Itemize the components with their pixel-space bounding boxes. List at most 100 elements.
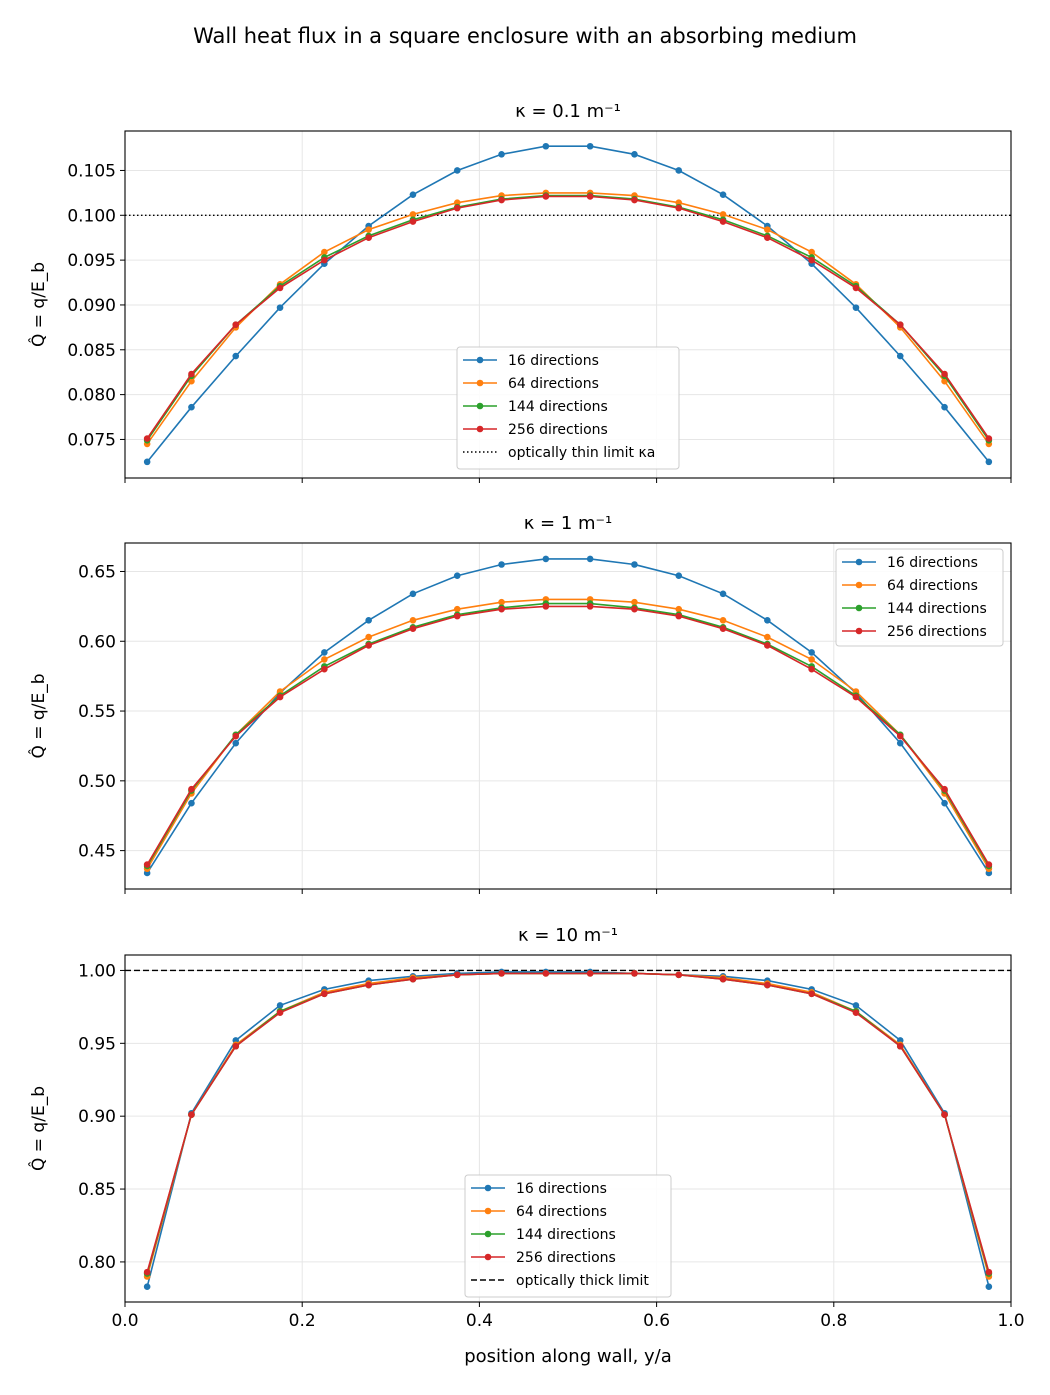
y-tick-label: 0.90 bbox=[78, 1107, 116, 1127]
legend-marker bbox=[855, 604, 863, 612]
data-point bbox=[764, 633, 771, 641]
data-point bbox=[409, 191, 417, 198]
data-point bbox=[719, 975, 727, 983]
data-point bbox=[409, 975, 417, 983]
data-point bbox=[631, 561, 638, 568]
panel-2: 0.45 0.50 0.55 0.60 0.65 κ = 1 m⁻¹ Q̂ = q/E_b 1… bbox=[28, 513, 1012, 894]
legend-marker bbox=[484, 1207, 492, 1215]
x-tick-label: 0.6 bbox=[643, 1311, 670, 1331]
data-point bbox=[365, 234, 372, 242]
data-point bbox=[542, 193, 550, 200]
data-point bbox=[631, 598, 638, 606]
data-point bbox=[498, 605, 505, 613]
data-point bbox=[232, 352, 240, 360]
legend-marker bbox=[855, 627, 863, 635]
legend-label: 16 directions bbox=[887, 555, 978, 571]
data-point bbox=[276, 304, 284, 311]
data-point bbox=[232, 739, 240, 747]
legend-label: optically thick limit bbox=[516, 1273, 649, 1289]
series-line bbox=[146, 598, 990, 870]
series-line bbox=[146, 605, 990, 866]
data-point bbox=[453, 612, 461, 620]
legend-label: 64 directions bbox=[508, 376, 599, 392]
legend-label: 64 directions bbox=[516, 1204, 607, 1220]
data-point bbox=[985, 861, 993, 868]
data-point bbox=[719, 218, 727, 225]
data-point bbox=[852, 284, 860, 292]
data-point bbox=[143, 861, 151, 868]
panel-title: κ = 0.1 m⁻¹ bbox=[515, 101, 621, 122]
y-tick-label: 0.080 bbox=[67, 386, 116, 406]
data-point bbox=[808, 256, 815, 264]
data-point bbox=[276, 1009, 284, 1017]
data-point bbox=[675, 612, 683, 620]
y-tick-label: 0.45 bbox=[78, 842, 116, 862]
legend-label: 16 directions bbox=[516, 1181, 607, 1197]
legend-marker bbox=[855, 558, 863, 566]
data-point bbox=[188, 799, 195, 807]
legend-label: 256 directions bbox=[887, 624, 987, 640]
data-point bbox=[941, 799, 948, 807]
data-point bbox=[365, 981, 372, 989]
legend-marker bbox=[855, 581, 863, 589]
data-point bbox=[321, 990, 328, 998]
data-point bbox=[896, 732, 904, 740]
series-line bbox=[146, 145, 990, 463]
y-tick-label: 0.50 bbox=[78, 772, 116, 792]
data-point bbox=[719, 590, 727, 598]
data-point bbox=[808, 649, 815, 656]
data-point bbox=[896, 321, 904, 328]
data-point bbox=[542, 142, 550, 150]
data-point bbox=[764, 234, 771, 242]
data-point bbox=[188, 1111, 195, 1119]
legend-label: 144 directions bbox=[887, 601, 987, 617]
data-point bbox=[321, 649, 328, 656]
legend-label: 64 directions bbox=[887, 578, 978, 594]
panel-3: 0.0 0.2 0.4 0.6 0.8 1.0 0.80 0.85 0.90 0.95 1.00 κ … bbox=[28, 925, 1025, 1367]
data-point bbox=[143, 458, 151, 466]
panel-title: κ = 1 m⁻¹ bbox=[524, 513, 613, 534]
y-tick-label: 0.85 bbox=[78, 1180, 116, 1200]
y-axis-label: Q̂ = q/E_b bbox=[28, 262, 49, 347]
y-tick-label: 0.105 bbox=[67, 161, 116, 181]
legend: 16 directions 64 directions 144 directions… bbox=[456, 346, 680, 470]
data-point bbox=[852, 1002, 860, 1009]
data-point bbox=[409, 625, 417, 632]
x-tick-label: 0.4 bbox=[466, 1311, 493, 1331]
data-point bbox=[232, 1042, 240, 1050]
legend-label: 144 directions bbox=[508, 399, 608, 415]
data-point bbox=[764, 226, 771, 233]
data-point bbox=[586, 193, 594, 200]
x-tick-label: 0.2 bbox=[289, 1311, 316, 1331]
data-point bbox=[808, 656, 815, 663]
legend-label: 16 directions bbox=[508, 353, 599, 369]
data-point bbox=[365, 617, 372, 624]
legend-label: 144 directions bbox=[516, 1227, 616, 1243]
data-point bbox=[321, 665, 328, 673]
series-line bbox=[146, 194, 990, 441]
data-point bbox=[808, 248, 815, 256]
data-point bbox=[321, 656, 328, 663]
data-point bbox=[985, 1268, 993, 1276]
data-point bbox=[675, 167, 683, 174]
data-point bbox=[453, 204, 461, 212]
series-line bbox=[146, 971, 990, 1287]
data-point bbox=[985, 458, 993, 466]
data-point bbox=[321, 248, 328, 256]
figure-title: Wall heat flux in a square enclosure wit… bbox=[193, 24, 857, 48]
data-point bbox=[852, 1009, 860, 1017]
data-point bbox=[365, 226, 372, 233]
x-tick-label: 0.0 bbox=[111, 1311, 138, 1331]
data-point bbox=[276, 693, 284, 701]
legend-marker bbox=[476, 356, 484, 364]
data-point bbox=[542, 555, 550, 563]
legend-marker bbox=[484, 1230, 492, 1238]
data-point bbox=[409, 211, 417, 218]
y-tick-label: 0.090 bbox=[67, 296, 116, 316]
series-line bbox=[146, 972, 990, 1273]
y-tick-label: 1.00 bbox=[78, 961, 116, 981]
data-point bbox=[764, 981, 771, 989]
data-point bbox=[453, 605, 461, 613]
data-point bbox=[719, 625, 727, 632]
